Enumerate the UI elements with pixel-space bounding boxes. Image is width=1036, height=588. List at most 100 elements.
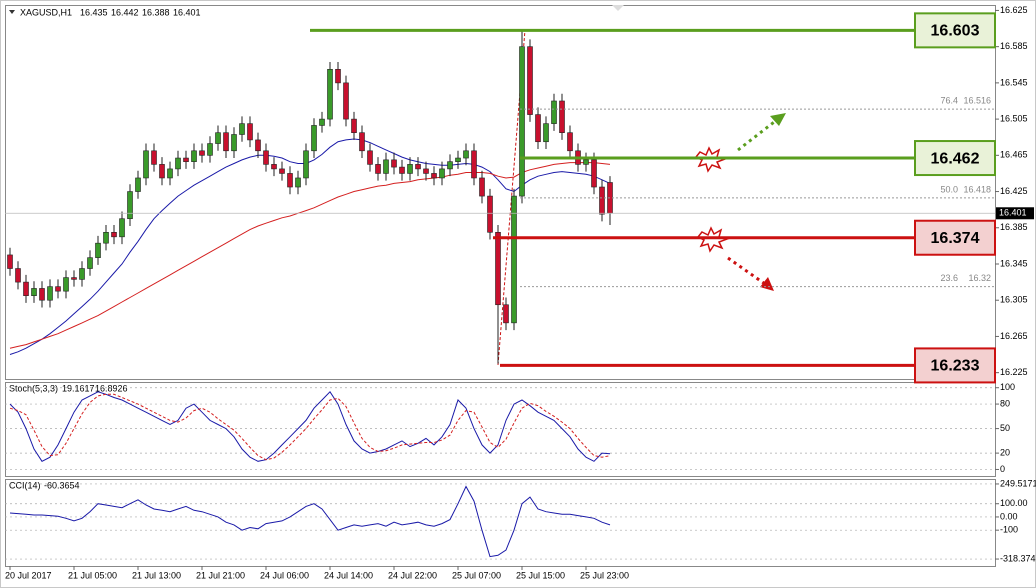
- stoch-signal-value: 16.8926: [95, 383, 128, 393]
- candle-body: [415, 164, 421, 170]
- candle-body: [119, 218, 125, 238]
- current-price-label: 16.401: [999, 208, 1027, 218]
- candle-body: [495, 231, 501, 306]
- indicator-line: [9, 391, 611, 462]
- candle-body: [551, 100, 557, 124]
- candle-body: [279, 168, 285, 174]
- candle-body: [55, 286, 61, 292]
- candle-body: [263, 150, 269, 165]
- candle-body: [343, 82, 349, 120]
- candle-body: [63, 277, 69, 292]
- burst-icon: [696, 226, 730, 253]
- level-label: 16.374: [931, 230, 980, 247]
- y-tick-label: 16.465: [1000, 150, 1028, 160]
- candle-body: [295, 177, 301, 188]
- level-label: 16.603: [931, 23, 980, 40]
- level-label: 16.462: [931, 150, 980, 167]
- level-box: [914, 347, 996, 384]
- x-tick-label: 25 Jul 07:00: [452, 570, 501, 580]
- candle-body: [303, 150, 309, 179]
- symbol-title: XAGUSD,H1: [20, 7, 72, 17]
- y-tick-label: -100: [1000, 525, 1018, 535]
- cci-title: CCI(14): [9, 480, 41, 490]
- down-arrow: [727, 256, 766, 286]
- stoch-panel: [5, 382, 996, 477]
- last-high: 16.442: [111, 7, 139, 17]
- y-tick-label: 0: [1000, 464, 1005, 474]
- candle-body: [447, 161, 453, 170]
- down-arrow-head: [760, 277, 774, 291]
- y-tick-label: 100: [1000, 382, 1015, 392]
- candle-body: [351, 118, 357, 133]
- candle-body: [583, 159, 589, 165]
- menu-triangle: [9, 10, 15, 14]
- fib-ratio: 50.0: [940, 184, 958, 194]
- candle-body: [23, 281, 29, 296]
- candle-body: [511, 195, 517, 324]
- fib-value: 16.32: [968, 273, 991, 283]
- y-tick-label: 16.625: [1000, 5, 1028, 15]
- candle-body: [431, 173, 437, 179]
- up-arrow-head: [770, 113, 786, 126]
- y-tick-label: 16.225: [1000, 367, 1028, 377]
- candle-body: [103, 231, 109, 244]
- y-tick-label: 20: [1000, 447, 1010, 457]
- candle-body: [223, 132, 229, 152]
- fib-ratio: 76.4: [940, 96, 958, 106]
- candle-body: [383, 159, 389, 174]
- candle-body: [471, 150, 477, 179]
- candle-body: [407, 164, 413, 174]
- candle-body: [143, 150, 149, 179]
- candle-body: [455, 157, 461, 162]
- candle-body: [167, 168, 173, 179]
- x-tick-label: 21 Jul 05:00: [68, 570, 117, 580]
- stoch-title: Stoch(5,3,3): [9, 383, 58, 393]
- candle-body: [535, 114, 541, 143]
- candle-body: [31, 288, 37, 296]
- y-tick-label: 16.505: [1000, 113, 1028, 123]
- candle-body: [239, 123, 245, 135]
- candle-body: [327, 68, 333, 120]
- fib-value: 16.418: [963, 184, 991, 194]
- candle-body: [127, 191, 133, 220]
- candle-body: [151, 150, 157, 165]
- candle-body: [319, 118, 325, 126]
- y-tick-label: 16.425: [1000, 186, 1028, 196]
- candle-body: [15, 268, 21, 283]
- level-box: [914, 219, 996, 256]
- candle-body: [423, 168, 429, 174]
- candle-body: [247, 123, 253, 141]
- candle-body: [543, 123, 549, 143]
- last-close: 16.401: [173, 7, 201, 17]
- level-box: [914, 12, 996, 49]
- main-panel: [5, 5, 996, 380]
- x-tick-label: 25 Jul 15:00: [516, 570, 565, 580]
- fib-value: 16.516: [963, 96, 991, 106]
- up-arrow: [737, 117, 779, 152]
- x-tick-label: 20 Jul 2017: [5, 570, 52, 580]
- candle-body: [111, 231, 117, 238]
- candle-body: [335, 68, 341, 84]
- candle-body: [135, 177, 141, 192]
- y-tick-label: 249.5171: [1000, 478, 1036, 488]
- candle-body: [215, 132, 221, 144]
- candle-body: [191, 150, 197, 162]
- candle-body: [463, 150, 469, 159]
- candle-body: [527, 46, 533, 115]
- cci-panel: [5, 479, 996, 567]
- candle-body: [79, 268, 85, 280]
- candle-body: [287, 173, 293, 188]
- last-low: 16.388: [142, 7, 170, 17]
- moving-average: [9, 162, 611, 349]
- candle-body: [391, 159, 397, 168]
- candle-body: [591, 159, 597, 188]
- candle-body: [199, 150, 205, 156]
- candle-body: [479, 177, 485, 197]
- candle-body: [399, 166, 405, 174]
- candle-body: [599, 186, 605, 215]
- candle-body: [159, 164, 165, 179]
- moving-average: [9, 138, 611, 355]
- candle-body: [559, 100, 565, 133]
